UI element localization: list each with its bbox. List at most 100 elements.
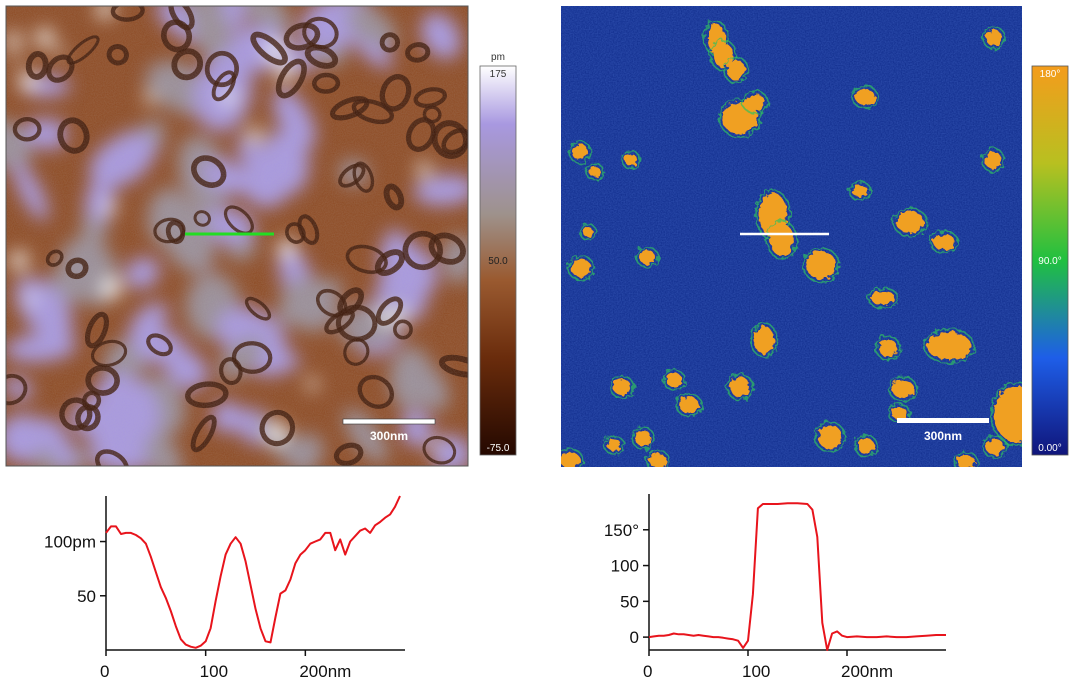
phase-domain-edge — [567, 255, 595, 281]
phase-domain — [589, 167, 601, 177]
height-image — [6, 6, 468, 466]
phase-domain — [572, 144, 588, 160]
phase-profile-y-tick-label: 150° — [604, 521, 639, 540]
phase-domain — [933, 234, 955, 250]
height-scale-bar — [342, 418, 436, 425]
phase-domain — [635, 430, 651, 446]
phase-profile-x-tick-label: 200nm — [841, 662, 893, 681]
phase-domain-edge — [888, 376, 918, 402]
height-profile-x-tick-label: 0 — [100, 662, 109, 681]
phase-domain — [679, 397, 699, 413]
phase-colorbar-max: 180° — [1040, 69, 1061, 80]
phase-image — [561, 6, 1022, 467]
phase-domain — [625, 154, 637, 166]
phase-domain-edge — [568, 140, 592, 164]
phase-domain-edge — [982, 26, 1006, 50]
phase-colorbar-mid: 90.0° — [1038, 256, 1061, 267]
phase-scale-bar — [897, 418, 989, 423]
phase-domain — [649, 454, 667, 467]
phase-domain-edge — [802, 247, 840, 283]
height-colorbar-min: -75.0 — [487, 443, 510, 454]
phase-domain — [986, 30, 1002, 46]
phase-domain — [891, 407, 907, 419]
phase-domain — [858, 438, 874, 454]
height-profile-x-tick-label: 200nm — [299, 662, 351, 681]
height-map-panel: 300nm pm 175 50.0 -75.0 — [5, 5, 517, 467]
phase-domain — [957, 455, 975, 467]
height-scale-label: 300nm — [370, 429, 408, 443]
phase-domain — [994, 386, 1022, 442]
height-profile-x-tick-label: 100 — [200, 662, 228, 681]
phase-domain-edge — [867, 287, 899, 309]
phase-domain-edge — [561, 448, 584, 467]
height-noise — [6, 6, 468, 466]
phase-domain-edge — [585, 163, 605, 181]
phase-domain-edge — [603, 435, 625, 455]
phase-domain-edge — [662, 369, 686, 391]
phase-map-panel: 300nm 180° 90.0° 0.00° — [561, 6, 1069, 467]
phase-domain — [855, 89, 875, 105]
phase-domain-edge — [621, 150, 641, 170]
phase-domain-edge — [635, 246, 659, 268]
phase-domain — [561, 452, 580, 467]
height-colorbar-mid: 50.0 — [488, 256, 508, 267]
phase-domain-edge — [953, 451, 979, 467]
phase-domain — [666, 373, 682, 387]
phase-profile-axes: 0 100 200nm 150° 100 50 0 — [604, 494, 946, 681]
phase-colorbar-gradient — [1031, 65, 1069, 456]
phase-domain-edge — [982, 435, 1008, 459]
height-profile-axes: 0 100 200nm 100pm 50 — [44, 496, 405, 681]
phase-profile-y-tick-label: 50 — [620, 592, 639, 611]
phase-profile-chart: 0 100 200nm 150° 100 50 0 — [604, 494, 946, 681]
phase-domain — [754, 326, 774, 354]
phase-domain — [806, 251, 836, 279]
phase-domain — [607, 439, 621, 451]
phase-domain — [571, 259, 591, 277]
phase-domain — [871, 291, 895, 305]
phase-domain-edge — [609, 375, 635, 399]
phase-domain — [879, 339, 897, 357]
phase-domains — [561, 20, 1022, 467]
phase-domain — [639, 250, 655, 264]
phase-domain-edge — [750, 322, 778, 358]
height-profile-line — [105, 495, 401, 649]
phase-domain-edge — [726, 373, 754, 401]
phase-domain — [892, 380, 914, 398]
phase-domain — [722, 102, 758, 134]
phase-profile-x-tick-label: 0 — [643, 662, 652, 681]
phase-domain — [927, 332, 971, 360]
phase-domain-edge — [854, 434, 878, 458]
phase-domain-edge — [718, 98, 762, 138]
phase-domain-edge — [923, 328, 975, 364]
height-profile-y-tick-label: 50 — [77, 587, 96, 606]
phase-profile-x-tick-label: 100 — [742, 662, 770, 681]
height-profile-y-tick-label: 100pm — [44, 533, 96, 552]
phase-domain-edge — [990, 382, 1022, 446]
phase-colorbar: 180° 90.0° 0.00° — [1031, 65, 1069, 456]
phase-domain — [770, 224, 794, 256]
phase-domain-edge — [723, 56, 749, 84]
height-colorbar-max: 175 — [490, 69, 507, 80]
phase-domain-edge — [645, 450, 671, 467]
phase-domain-edge — [709, 39, 737, 71]
phase-domain — [583, 227, 593, 237]
phase-domain-edge — [875, 335, 901, 361]
phase-domain — [852, 185, 868, 197]
phase-domain-edge — [929, 230, 959, 254]
height-colorbar: pm 175 50.0 -75.0 — [479, 52, 517, 456]
phase-domain-edge — [675, 393, 703, 417]
phase-domain-edge — [848, 181, 872, 201]
phase-profile-line — [648, 502, 946, 651]
phase-domain — [818, 425, 842, 449]
phase-scale-label: 300nm — [924, 429, 962, 443]
phase-domain-edge — [814, 421, 846, 453]
phase-profile-y-tick-label: 0 — [630, 628, 639, 647]
height-profile-chart: 0 100 200nm 100pm 50 — [44, 495, 405, 681]
phase-domain-edge — [631, 426, 655, 450]
phase-domain — [745, 94, 765, 110]
height-colorbar-unit: pm — [491, 52, 505, 63]
phase-domain-edge — [766, 220, 798, 260]
phase-domain — [727, 60, 745, 80]
phase-domain — [985, 151, 1001, 169]
phase-domain-edge — [892, 207, 928, 237]
